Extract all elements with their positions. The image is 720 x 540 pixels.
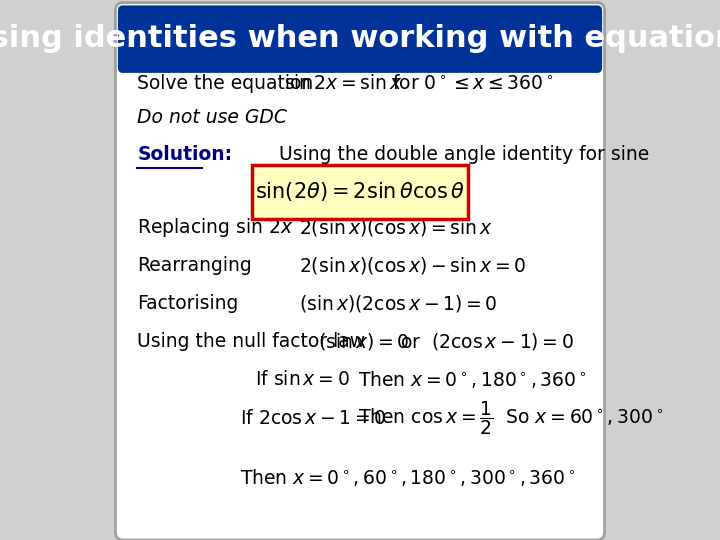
Text: If $\sin x = 0$: If $\sin x = 0$ — [255, 369, 350, 389]
Text: $2(\sin x)(\cos x) - \sin x = 0$: $2(\sin x)(\cos x) - \sin x = 0$ — [299, 255, 526, 276]
Text: Then $x = 0^\circ, 60^\circ, 180^\circ, 300^\circ, 360^\circ$: Then $x = 0^\circ, 60^\circ, 180^\circ, … — [240, 468, 576, 488]
Text: Using the null factor law: Using the null factor law — [138, 332, 366, 351]
Text: Using the double angle identity for sine: Using the double angle identity for sine — [279, 145, 649, 165]
Text: $\sin (2\theta) = 2\sin \theta \cos \theta$: $\sin (2\theta) = 2\sin \theta \cos \the… — [255, 180, 465, 203]
Text: Rearranging: Rearranging — [138, 256, 252, 275]
Text: Do not use GDC: Do not use GDC — [138, 108, 287, 127]
Text: Solution:: Solution: — [138, 145, 233, 165]
Text: $\sin 2x = \sin x$: $\sin 2x = \sin x$ — [284, 74, 403, 93]
FancyBboxPatch shape — [115, 3, 605, 540]
FancyBboxPatch shape — [253, 165, 467, 219]
Text: $2(\sin x)(\cos x) = \sin x$: $2(\sin x)(\cos x) = \sin x$ — [299, 218, 493, 238]
Text: Solve the equation: Solve the equation — [138, 74, 314, 93]
Text: for $0^\circ \leq x \leq 360^\circ$: for $0^\circ \leq x \leq 360^\circ$ — [392, 74, 554, 93]
FancyBboxPatch shape — [118, 5, 602, 73]
Text: or  $(2\cos x - 1) = 0$: or $(2\cos x - 1) = 0$ — [400, 331, 574, 352]
Text: Factorising: Factorising — [138, 294, 239, 313]
Text: Then $\cos x = \dfrac{1}{2}$  So $x = 60^\circ, 300^\circ$: Then $\cos x = \dfrac{1}{2}$ So $x = 60^… — [358, 400, 663, 437]
Text: Using identities when working with equations: Using identities when working with equat… — [0, 24, 720, 53]
Text: $(\sin x)(2\cos x - 1) = 0$: $(\sin x)(2\cos x - 1) = 0$ — [299, 293, 498, 314]
Text: $(\sin x) = 0$: $(\sin x) = 0$ — [318, 331, 410, 352]
Text: Replacing sin $2x$: Replacing sin $2x$ — [138, 217, 294, 239]
Text: Then $x = 0^\circ, 180^\circ, 360^\circ$: Then $x = 0^\circ, 180^\circ, 360^\circ$ — [358, 369, 586, 389]
Text: If $2\cos x - 1 = 0$: If $2\cos x - 1 = 0$ — [240, 409, 387, 428]
